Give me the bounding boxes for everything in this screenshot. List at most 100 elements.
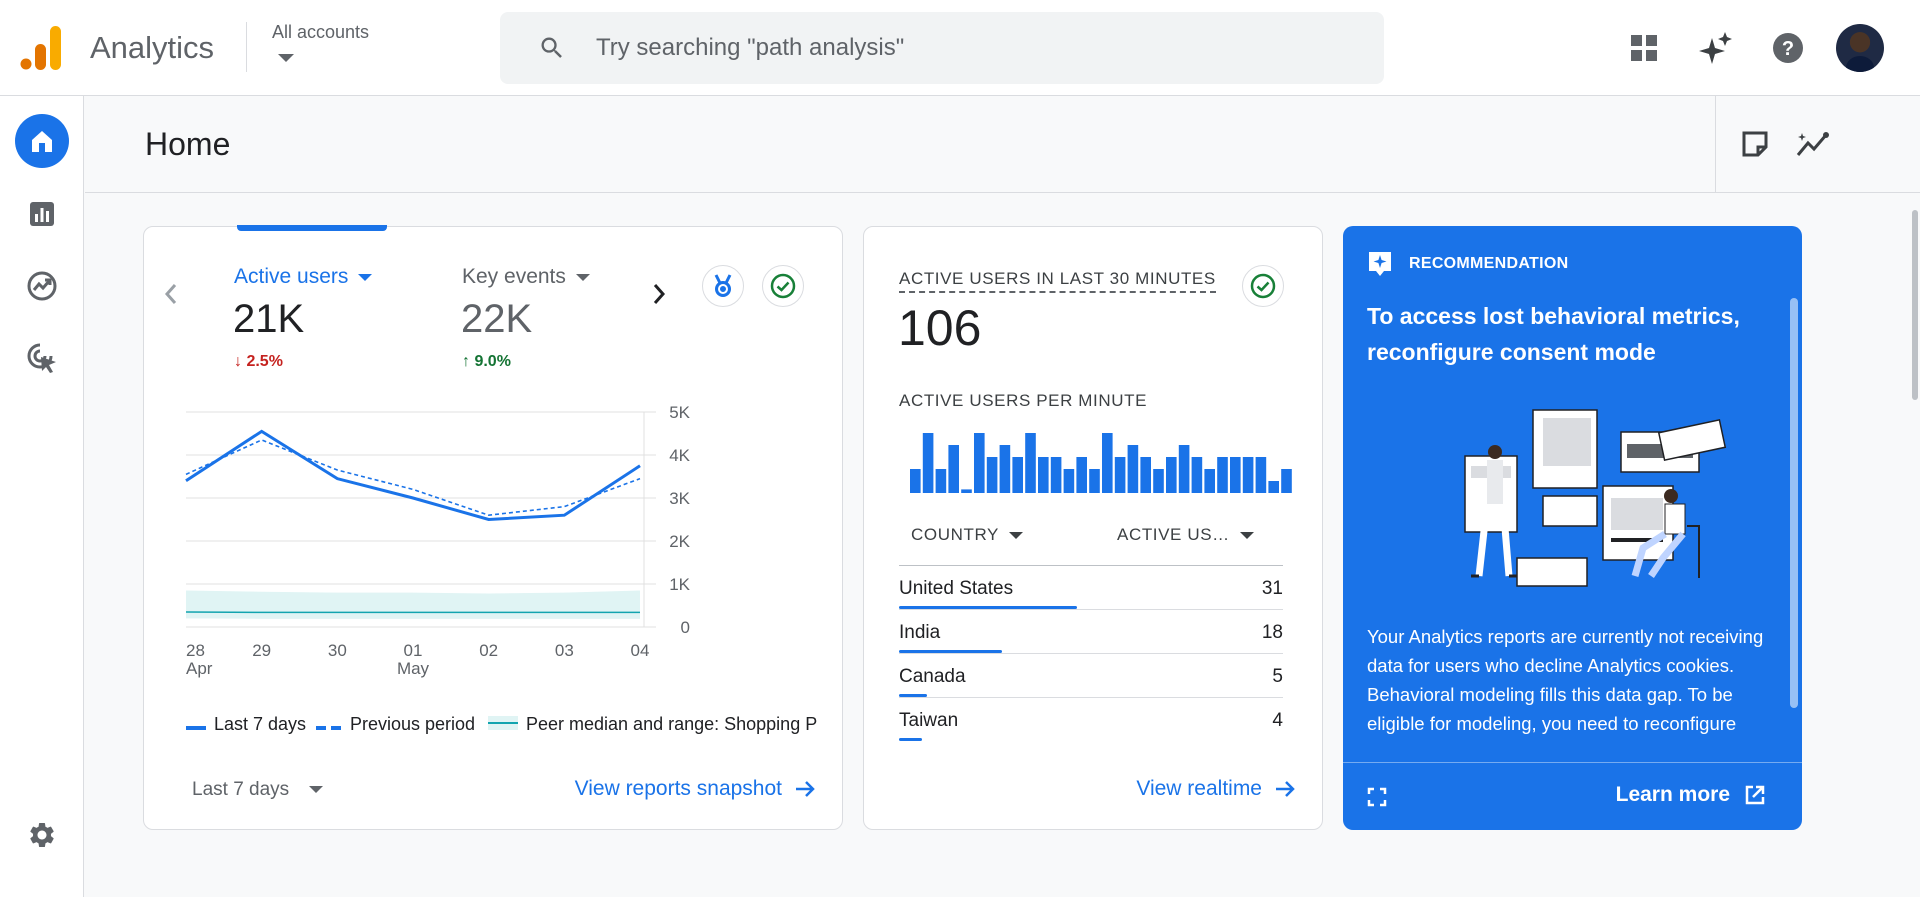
arrow-right-icon [1276,781,1295,797]
note-icon[interactable] [1737,126,1773,162]
help-icon[interactable]: ? [1768,28,1808,68]
minute-bar[interactable] [1204,469,1215,493]
legend-item: Peer median and range: Shopping P [488,714,817,735]
minute-bar[interactable] [1102,433,1113,493]
minute-bar[interactable] [974,433,985,493]
previous-period-line [185,439,641,517]
minute-bar[interactable] [1025,433,1036,493]
y-tick-label: 3K [669,489,690,508]
account-selector[interactable]: All accounts [272,22,370,42]
legend-item: Last 7 days [186,714,306,735]
chevron-right-icon[interactable] [644,279,674,309]
arrow-up-icon: ↑ [462,353,470,370]
x-tick-label: 01 [404,641,423,660]
home-icon[interactable] [15,114,69,168]
minute-bar[interactable] [1114,457,1126,493]
chart-legend: Last 7 days Previous period Peer median … [144,707,844,747]
chevron-down-icon [575,273,590,281]
tab-key-events[interactable]: Key events [462,265,590,289]
reports-icon[interactable] [15,187,69,241]
x-tick-label: 30 [328,641,347,660]
minute-bar[interactable] [1076,457,1087,493]
table-row[interactable]: Taiwan 4 [899,697,1283,741]
minute-bar[interactable] [1242,457,1254,493]
insights-icon[interactable] [1796,126,1832,162]
minute-bar[interactable] [1268,481,1279,493]
chevron-left-icon[interactable] [156,279,186,309]
analytics-logo[interactable] [20,26,62,70]
active-users-count: 18 [1261,622,1283,643]
view-realtime-link[interactable]: View realtime [1136,777,1296,801]
minute-bar[interactable] [1012,457,1023,493]
x-tick-label: 03 [555,641,574,660]
minute-bar[interactable] [1089,469,1100,493]
minute-bar[interactable] [1255,457,1267,493]
benchmark-medal-icon[interactable] [702,265,744,307]
check-circle-icon[interactable] [1242,265,1284,307]
table-row[interactable]: India 18 [899,609,1283,653]
minute-bar[interactable] [1217,457,1228,493]
minute-bar[interactable] [1038,457,1049,493]
recommendation-body-clip: Your Analytics reports are currently not… [1343,616,1783,744]
table-row[interactable]: Canada 5 [899,653,1283,697]
apps-grid-icon[interactable] [1624,28,1664,68]
avatar[interactable] [1836,24,1884,72]
divider [246,22,247,72]
app-title: Analytics [90,30,215,65]
minute-bar[interactable] [1140,457,1151,493]
view-reports-snapshot-link[interactable]: View reports snapshot [575,777,816,801]
minute-bar[interactable] [986,457,998,493]
metric-delta: ↑ 9.0% [462,353,511,370]
minute-bar[interactable] [910,469,921,493]
legend-band-icon [488,714,518,735]
expand-icon[interactable] [1367,787,1387,807]
gear-icon[interactable] [15,808,69,862]
minute-bar[interactable] [1178,445,1190,493]
minute-bar[interactable] [935,469,947,493]
x-tick-label: 04 [631,641,650,660]
tab-active-users[interactable]: Active users [234,265,373,289]
minute-bar[interactable] [1166,457,1177,493]
arrow-down-icon: ↓ [234,353,242,370]
minute-bar[interactable] [948,445,959,493]
minute-bar[interactable] [999,445,1011,493]
minute-bar[interactable] [1153,469,1164,493]
column-header-active-users[interactable]: ACTIVE US… [1117,525,1254,545]
column-header-country[interactable]: COUNTRY [911,525,1023,545]
country-name: United States [899,578,1014,599]
metric-value: 21K [233,297,305,341]
minute-bar[interactable] [1050,457,1062,493]
metric-label: Active users [234,265,349,288]
minute-bar[interactable] [961,489,972,493]
x-tick-label: 02 [479,641,498,660]
country-name: India [899,622,941,643]
date-range-dropdown[interactable]: Last 7 days [192,779,324,801]
learn-more-link[interactable]: Learn more [1616,783,1766,807]
x-tick-label: 28 [186,641,205,660]
realtime-title[interactable]: ACTIVE USERS IN LAST 30 MINUTES [899,269,1216,293]
y-tick-label: 2K [669,532,690,551]
sparkle-icon[interactable] [1696,28,1736,68]
share-bar [899,650,1003,653]
per-minute-bar-chart [910,433,1292,493]
share-bar [899,738,923,741]
search-box[interactable] [500,12,1384,84]
check-circle-icon[interactable] [762,265,804,307]
advertising-icon[interactable] [15,331,69,385]
search-icon [541,37,562,58]
search-input[interactable] [596,26,1356,70]
minute-bar[interactable] [922,433,934,493]
external-link-icon [1745,785,1765,805]
table-row[interactable]: United States 31 [899,565,1283,609]
chevron-down-icon[interactable] [278,54,294,62]
active-users-count: 5 [1272,666,1283,687]
scrollbar[interactable] [1790,298,1798,708]
minute-bar[interactable] [1191,457,1203,493]
explore-icon[interactable] [15,259,69,313]
minute-bar[interactable] [1230,457,1241,493]
minute-bar[interactable] [1281,469,1292,493]
minute-bar[interactable] [1063,469,1075,493]
page-scrollbar[interactable] [1912,210,1918,400]
legend-item: Previous period [316,714,475,735]
minute-bar[interactable] [1127,445,1139,493]
